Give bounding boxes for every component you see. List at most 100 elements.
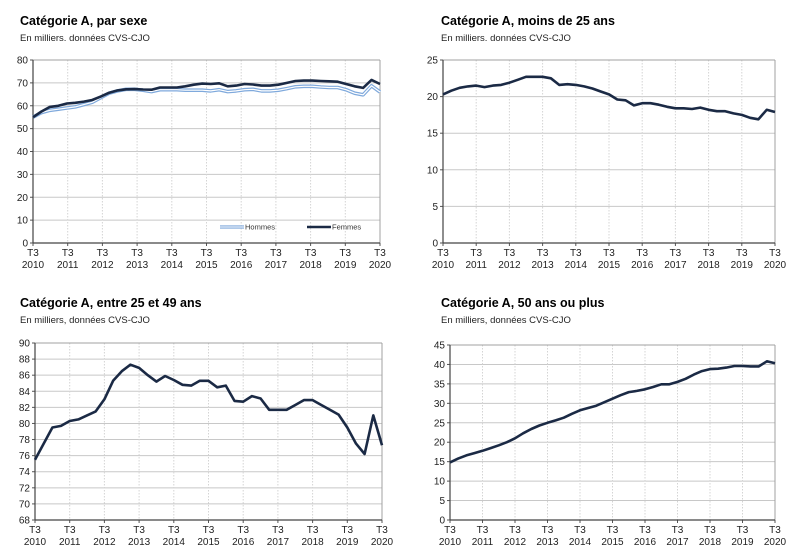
chart-subtitle: En milliers, données CVS-CJO	[20, 315, 150, 326]
x-tick-label-quarter: T3	[444, 525, 456, 536]
x-tick-label-quarter: T3	[769, 525, 781, 536]
x-tick-label-year: 2018	[697, 260, 720, 271]
x-tick-label-quarter: T3	[672, 525, 684, 536]
x-tick-label-quarter: T3	[437, 248, 449, 259]
y-tick-label: 5	[432, 202, 438, 213]
x-tick-label-year: 2016	[232, 537, 255, 548]
x-tick-label-quarter: T3	[737, 525, 749, 536]
x-tick-label-year: 2013	[536, 537, 559, 548]
x-tick-label-quarter: T3	[504, 248, 516, 259]
x-tick-label-year: 2012	[498, 260, 521, 271]
y-tick-label: 80	[19, 419, 31, 430]
chart-moins-25-ans: 0510152025T32010T32011T32012T32013T32014…	[427, 56, 787, 272]
y-tick-label: 0	[432, 239, 438, 250]
y-tick-label: 78	[19, 435, 31, 446]
x-tick-label-quarter: T3	[29, 525, 41, 536]
y-tick-label: 60	[17, 101, 29, 112]
chart-panel-50-ans-plus: Catégorie A, 50 ans ou plus En milliers,…	[398, 279, 796, 558]
chart-50-ans-plus: 051015202530354045T32010T32011T32012T320…	[434, 341, 787, 549]
y-tick-label: 76	[19, 451, 31, 462]
y-tick-label: 20	[434, 438, 446, 449]
x-tick-label-year: 2011	[472, 537, 494, 548]
x-tick-label-year: 2013	[128, 537, 151, 548]
y-tick-label: 20	[427, 92, 439, 103]
x-tick-label-quarter: T3	[64, 525, 76, 536]
y-tick-label: 88	[19, 355, 31, 366]
x-tick-label-year: 2020	[369, 260, 392, 271]
chart-title: Catégorie A, moins de 25 ans	[441, 14, 615, 28]
y-tick-label: 10	[427, 165, 439, 176]
x-tick-label-quarter: T3	[470, 248, 482, 259]
chart-subtitle: En milliers. données CVS-CJO	[441, 33, 571, 44]
x-tick-label-quarter: T3	[704, 525, 716, 536]
y-tick-label: 30	[17, 170, 29, 181]
x-tick-label-year: 2017	[265, 260, 288, 271]
x-tick-label-quarter: T3	[62, 248, 74, 259]
x-tick-label-year: 2018	[299, 260, 322, 271]
x-tick-label-quarter: T3	[639, 525, 651, 536]
x-tick-label-quarter: T3	[636, 248, 648, 259]
x-tick-label-year: 2020	[764, 260, 787, 271]
y-tick-label: 0	[439, 516, 445, 527]
x-tick-label-quarter: T3	[97, 248, 109, 259]
y-tick-label: 70	[17, 78, 29, 89]
x-tick-label-quarter: T3	[341, 525, 353, 536]
y-tick-label: 70	[19, 499, 31, 510]
y-tick-label: 30	[434, 399, 446, 410]
x-tick-label-quarter: T3	[769, 248, 781, 259]
y-tick-label: 25	[427, 56, 439, 67]
x-tick-label-quarter: T3	[307, 525, 319, 536]
y-tick-label: 90	[19, 339, 31, 350]
x-tick-label-year: 2010	[439, 537, 462, 548]
x-tick-label-quarter: T3	[201, 248, 213, 259]
x-tick-label-quarter: T3	[537, 248, 549, 259]
x-tick-label-quarter: T3	[237, 525, 249, 536]
y-tick-label: 80	[17, 56, 29, 67]
y-tick-label: 35	[434, 379, 446, 390]
x-tick-label-year: 2015	[197, 537, 220, 548]
x-tick-label-quarter: T3	[272, 525, 284, 536]
y-tick-label: 15	[434, 457, 446, 468]
x-tick-label-quarter: T3	[570, 248, 582, 259]
y-tick-label: 86	[19, 371, 31, 382]
x-tick-label-year: 2014	[161, 260, 184, 271]
x-tick-label-year: 2013	[531, 260, 554, 271]
x-tick-label-quarter: T3	[736, 248, 748, 259]
x-tick-label-year: 2019	[336, 537, 359, 548]
x-tick-label-quarter: T3	[27, 248, 39, 259]
x-tick-label-year: 2019	[334, 260, 357, 271]
y-tick-label: 82	[19, 403, 31, 414]
series-line-moins-de-25-ans	[442, 75, 776, 121]
x-tick-label-quarter: T3	[203, 525, 215, 536]
series-line-hommes-inner	[32, 85, 381, 118]
x-tick-label-year: 2016	[631, 260, 654, 271]
series-line-femmes	[32, 78, 381, 119]
x-tick-label-year: 2019	[731, 260, 754, 271]
y-tick-label: 10	[434, 477, 446, 488]
y-tick-label: 45	[434, 341, 446, 352]
chart-title: Catégorie A, entre 25 et 49 ans	[20, 296, 202, 310]
x-tick-label-year: 2011	[465, 260, 487, 271]
series-line-50-ans-ou-plus	[449, 360, 776, 464]
x-tick-label-year: 2017	[666, 537, 689, 548]
x-tick-label-year: 2014	[569, 537, 592, 548]
y-tick-label: 40	[434, 360, 446, 371]
x-tick-label-year: 2013	[126, 260, 149, 271]
x-tick-label-quarter: T3	[305, 248, 317, 259]
x-tick-label-year: 2015	[601, 537, 624, 548]
x-tick-label-year: 2015	[598, 260, 621, 271]
x-tick-label-year: 2017	[267, 537, 290, 548]
legend-label-hommes: Hommes	[245, 223, 275, 232]
x-tick-label-year: 2019	[731, 537, 754, 548]
x-tick-label-quarter: T3	[509, 525, 521, 536]
x-tick-label-year: 2020	[371, 537, 394, 548]
x-tick-label-year: 2016	[634, 537, 657, 548]
x-tick-label-year: 2016	[230, 260, 253, 271]
chart-title: Catégorie A, par sexe	[20, 14, 148, 28]
x-tick-label-year: 2014	[565, 260, 588, 271]
x-tick-label-quarter: T3	[131, 248, 143, 259]
y-tick-label: 10	[17, 216, 29, 227]
chart-panel-par-sexe: Catégorie A, par sexe En milliers. donné…	[0, 0, 398, 279]
x-tick-label-quarter: T3	[339, 248, 351, 259]
y-tick-label: 25	[434, 418, 446, 429]
